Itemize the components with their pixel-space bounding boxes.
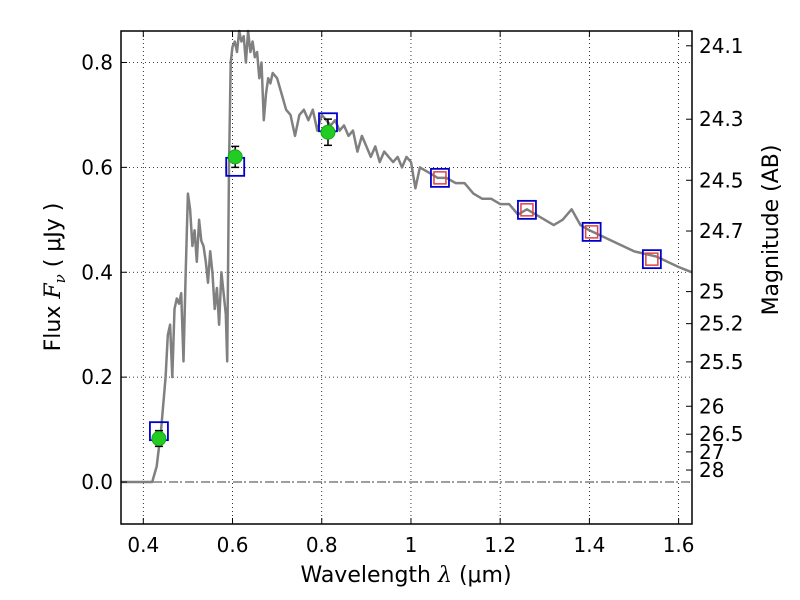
y2-tick-label: 28	[699, 458, 724, 482]
x-tick-label: 1.4	[573, 533, 605, 557]
observed-nir-square	[645, 252, 659, 266]
model-photometry-square	[430, 167, 450, 188]
x-tick-label: 1.2	[484, 533, 516, 557]
sed-model-line	[121, 29, 693, 484]
plot-area	[121, 31, 692, 524]
y2-tick-label: 26.5	[699, 422, 744, 446]
y-tick-label: 0.0	[81, 470, 113, 494]
y-tick-label: 0.4	[81, 260, 113, 284]
axis-ticks: 0.4 0.6 0.8 1 1.2 1.4 1.6 0.0 0.2 0.4 0.6 0.8 24.1 24…	[81, 31, 744, 557]
y2-tick-label: 24.5	[699, 168, 744, 192]
y-tick-label: 0.2	[81, 365, 113, 389]
observed-photometry-point	[320, 124, 336, 140]
y2-tick-label: 24.1	[699, 34, 744, 58]
y-axis-label: Flux Fν ( μJy )	[41, 203, 69, 352]
model-photometry-square	[581, 221, 602, 242]
model-photometry-square	[517, 199, 537, 220]
y2-tick-label: 25	[699, 280, 724, 304]
x-tick-label: 0.6	[217, 533, 249, 557]
x-tick-label: 1.6	[663, 533, 695, 557]
x-axis-label: Wavelength λ (μm)	[300, 563, 511, 588]
x-tick-label: 0.8	[306, 533, 338, 557]
y-tick-label: 0.8	[81, 50, 113, 74]
y2-tick-label: 26	[699, 394, 724, 418]
y2-tick-label: 24.3	[699, 107, 744, 131]
y2-tick-label: 27	[699, 440, 724, 464]
plot-frame	[120, 30, 693, 525]
x-tick-label: 1	[405, 533, 418, 557]
y2-axis-label: Magnitude (AB)	[759, 145, 784, 316]
y2-tick-label: 25.5	[699, 350, 744, 374]
y-tick-label: 0.6	[81, 155, 113, 179]
observed-nir-square	[433, 171, 447, 185]
y2-tick-label: 24.7	[699, 219, 744, 243]
observed-nir-square	[584, 225, 599, 239]
observed-nir-square	[520, 203, 534, 217]
observed-photometry-point	[227, 149, 243, 165]
observed-photometry-point	[151, 431, 167, 447]
x-tick-label: 0.4	[127, 533, 159, 557]
model-photometry-square	[641, 249, 662, 270]
y2-tick-label: 25.2	[699, 312, 744, 336]
photometry-markers	[149, 112, 662, 448]
